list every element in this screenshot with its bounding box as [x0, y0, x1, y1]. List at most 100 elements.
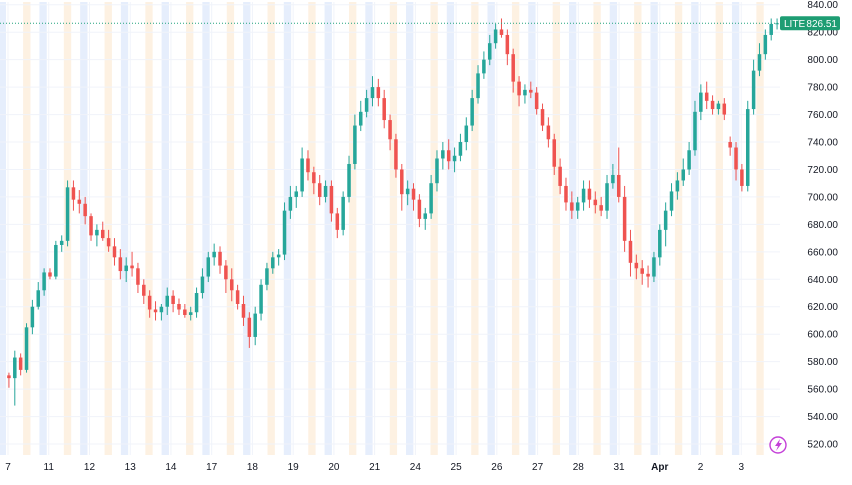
x-tick-label: 14	[165, 462, 177, 473]
candle-body	[622, 196, 627, 241]
candle-body	[769, 23, 773, 35]
y-tick-label: 720.00	[807, 165, 838, 176]
last-price-value: 826.51	[806, 19, 837, 30]
x-tick-label: 19	[288, 462, 300, 473]
after-hours-band	[674, 2, 683, 455]
candle-body	[505, 34, 510, 55]
x-tick-label: 12	[84, 462, 96, 473]
candle-body	[441, 150, 445, 159]
candle-body	[282, 210, 287, 255]
candle-body	[429, 183, 433, 214]
y-tick-label: 600.00	[807, 330, 838, 341]
candle-body	[59, 240, 64, 245]
pre-market-band	[446, 2, 455, 455]
candle-body	[570, 202, 574, 211]
pre-market-band	[691, 2, 699, 455]
y-tick-label: 520.00	[807, 440, 838, 451]
candle-body	[7, 375, 11, 379]
candle-body	[353, 125, 357, 164]
candle-body	[130, 265, 134, 269]
candle-body	[446, 150, 451, 162]
candle-body	[294, 191, 299, 197]
after-hours-band	[349, 2, 357, 455]
candle-body	[722, 103, 727, 115]
candle-body	[581, 188, 586, 203]
candle-body	[411, 188, 416, 200]
candle-body	[24, 327, 29, 370]
pre-market-band	[120, 2, 129, 455]
y-tick-label: 660.00	[807, 247, 838, 258]
candle-body	[212, 251, 216, 258]
candle-body	[335, 213, 340, 230]
y-tick-label: 700.00	[807, 192, 838, 203]
y-tick-label: 760.00	[807, 110, 838, 121]
candle-body	[546, 125, 551, 140]
candle-body	[100, 229, 105, 239]
candle-body	[423, 213, 428, 219]
y-tick-label: 540.00	[807, 412, 838, 423]
x-tick-label: 18	[247, 462, 259, 473]
after-hours-band	[593, 2, 601, 455]
candle-body	[77, 199, 82, 204]
candle-body	[171, 295, 175, 304]
after-hours-band	[552, 2, 561, 455]
candle-body	[241, 304, 246, 318]
candle-body	[65, 187, 70, 241]
candle-body	[658, 229, 662, 258]
candle-body	[71, 187, 76, 200]
candle-body	[593, 199, 598, 206]
last-price-badge: LITE 826.51	[780, 16, 840, 31]
after-hours-band	[226, 2, 235, 455]
pre-market-band	[324, 2, 332, 455]
candle-body	[188, 312, 193, 315]
candle-body	[306, 158, 310, 173]
candle-body	[493, 29, 498, 44]
candle-body	[13, 357, 17, 379]
candle-body	[763, 34, 768, 55]
candle-body	[153, 309, 158, 313]
candle-body	[405, 188, 410, 195]
lightning-icon[interactable]	[769, 436, 787, 454]
y-tick-label: 780.00	[807, 83, 838, 94]
candle-body	[487, 43, 492, 60]
candle-body	[317, 183, 322, 197]
candle-body	[575, 202, 580, 211]
candle-body	[599, 205, 603, 211]
candle-body	[646, 273, 650, 277]
candle-body	[159, 306, 164, 313]
x-tick-label: 11	[44, 462, 55, 473]
x-tick-label: 13	[125, 462, 137, 473]
candle-body	[435, 158, 439, 184]
candle-body	[229, 279, 234, 291]
candles-layer	[7, 18, 779, 406]
candle-body	[36, 290, 41, 307]
candle-body	[265, 268, 269, 285]
after-hours-band	[267, 2, 275, 455]
candle-body	[177, 304, 181, 310]
candle-body	[699, 92, 703, 112]
x-tick-label: 24	[410, 462, 422, 473]
candle-body	[106, 238, 111, 247]
candle-body	[616, 174, 621, 197]
candle-body	[48, 272, 52, 277]
lightning-icon-bolt	[775, 439, 782, 451]
candle-body	[142, 284, 146, 296]
after-hours-band	[23, 2, 31, 455]
candle-body	[751, 70, 756, 110]
candle-body	[587, 188, 592, 200]
candle-body	[276, 254, 281, 258]
candle-body	[235, 290, 240, 304]
x-tick-label: 25	[451, 462, 463, 473]
candle-body	[147, 295, 152, 310]
candle-body	[259, 284, 263, 314]
y-tick-label: 740.00	[807, 138, 838, 149]
candle-body	[112, 246, 117, 258]
candle-body	[118, 257, 123, 272]
candle-body	[364, 98, 369, 112]
after-hours-band	[715, 2, 723, 455]
x-tick-label: 2	[698, 462, 704, 473]
candle-body	[740, 169, 744, 186]
candle-body	[358, 111, 363, 126]
